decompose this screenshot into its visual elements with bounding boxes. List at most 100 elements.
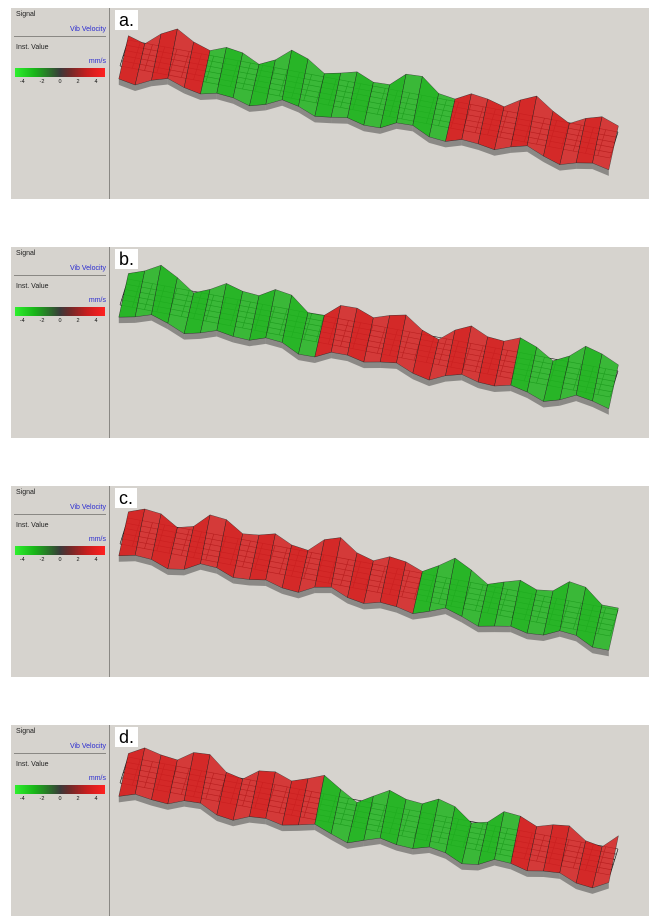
surface-shadow [412,846,430,855]
surface-shadow [167,800,185,810]
surface-shadow [184,87,201,100]
surface-shadow [510,863,528,877]
surface-shadow [331,833,348,849]
scale-tick-label: 4 [94,557,98,563]
signal-label: Signal [16,250,36,257]
deflection-shape-plot [118,747,619,894]
surface-shadow [363,361,381,369]
surface-shadow [184,332,201,340]
inst-value-label: Inst. Value [16,522,49,529]
scale-tick-label: -2 [39,79,45,85]
panel-tag: d. [115,727,139,747]
scale-tick-label: 2 [76,796,80,802]
surface-shadow [412,373,430,387]
surface-shadow [135,555,152,566]
scale-ticks: -4 -2 0 2 4 [15,796,105,804]
surface-shadow [265,99,283,111]
signal-label: Signal [16,728,36,735]
surface-shadow [396,122,413,132]
surface-shadow [527,145,544,163]
surface-shadow [298,106,315,123]
surface-shadow [445,852,462,870]
surface-shadow [527,870,544,878]
surface-shadow [592,163,609,176]
surface-shadow [494,385,511,392]
legend-sidebar: Signal Vib Velocity Inst. Value mm/s -4 -2 0 2 4 [11,247,110,438]
surface-shadow [135,314,152,323]
scale-tick-label: 0 [58,557,62,563]
surface-shadow [249,337,266,347]
scale-tick-label: 2 [76,79,80,85]
surface-shadow [135,80,152,91]
surface-shadow [347,117,364,132]
vibration-panel: Signal Vib Velocity Inst. Value mm/s -4 -2 0 2 4… [11,486,649,677]
surface-shadow [282,824,299,832]
surface-shadow [233,336,250,347]
scale-tick-label: 0 [58,79,62,85]
surface-shadow [184,563,201,576]
surface-shadow [592,647,609,657]
surface-shadow [118,555,136,562]
scale-ticks: -4 -2 0 2 4 [15,557,105,565]
signal-value: Vib Velocity [69,265,106,272]
surface-shadow [298,824,315,831]
surface-shadow [429,136,446,148]
vibration-panel: Signal Vib Velocity Inst. Value mm/s -4 -2 0 2 4… [11,725,649,916]
surface-shadow [396,844,413,855]
3d-view [110,486,649,677]
surface-shadow [559,630,577,642]
surface-shadow [298,354,315,363]
surface-shadow [282,99,299,113]
surface-shadow [298,587,315,599]
surface-shadow [527,392,544,408]
surface-shadow [396,362,413,380]
scale-tick-label: 4 [94,318,98,324]
surface-shadow [380,838,397,851]
scale-tick-label: 4 [94,79,98,85]
surface-shadow [331,117,348,124]
surface-patch [592,353,619,410]
surface-shadow [233,577,250,586]
surface-shadow [543,630,560,642]
surface-shadow [478,382,495,392]
surface-shadow [592,882,609,894]
surface-shadow [543,156,560,171]
scale-tick-label: -4 [19,318,25,324]
deflection-shape-plot [118,508,619,657]
inst-value-label: Inst. Value [16,44,49,51]
3d-view [110,8,649,199]
deflection-shape-plot [118,28,619,176]
inst-value-label: Inst. Value [16,283,49,290]
vibration-panel: Signal Vib Velocity Inst. Value mm/s -4 -2 0 2 4… [11,8,649,199]
surface-shadow [314,824,332,840]
panel-tag: a. [115,10,139,30]
scale-tick-label: -4 [19,79,25,85]
surface-shadow [461,863,479,871]
surface-shadow [380,122,397,134]
surface-shadow [494,626,511,633]
surface-shadow [461,616,479,633]
surface-shadow [200,93,217,100]
surface-shadow [314,587,332,594]
signal-value: Vib Velocity [69,743,106,750]
surface-shadow [380,361,397,369]
surface-shadow [265,818,283,832]
color-scale-bar [15,546,105,555]
surface-shadow [265,579,283,594]
surface-shadow [216,93,234,104]
scale-tick-label: 2 [76,557,80,563]
surface-shadow [118,794,136,803]
scale-tick-label: 2 [76,318,80,324]
surface-shadow [118,78,136,91]
surface-shadow [282,587,299,599]
surface-shadow [429,608,446,618]
divider [14,36,106,37]
scale-tick-label: 0 [58,318,62,324]
surface-shadow [445,139,462,148]
surface-shadow [363,602,381,610]
surface-shadow [576,395,593,408]
surface-shadow [396,606,413,620]
surface-shadow [249,816,266,825]
surface-shadow [233,97,250,112]
surface-shadow [135,794,152,806]
